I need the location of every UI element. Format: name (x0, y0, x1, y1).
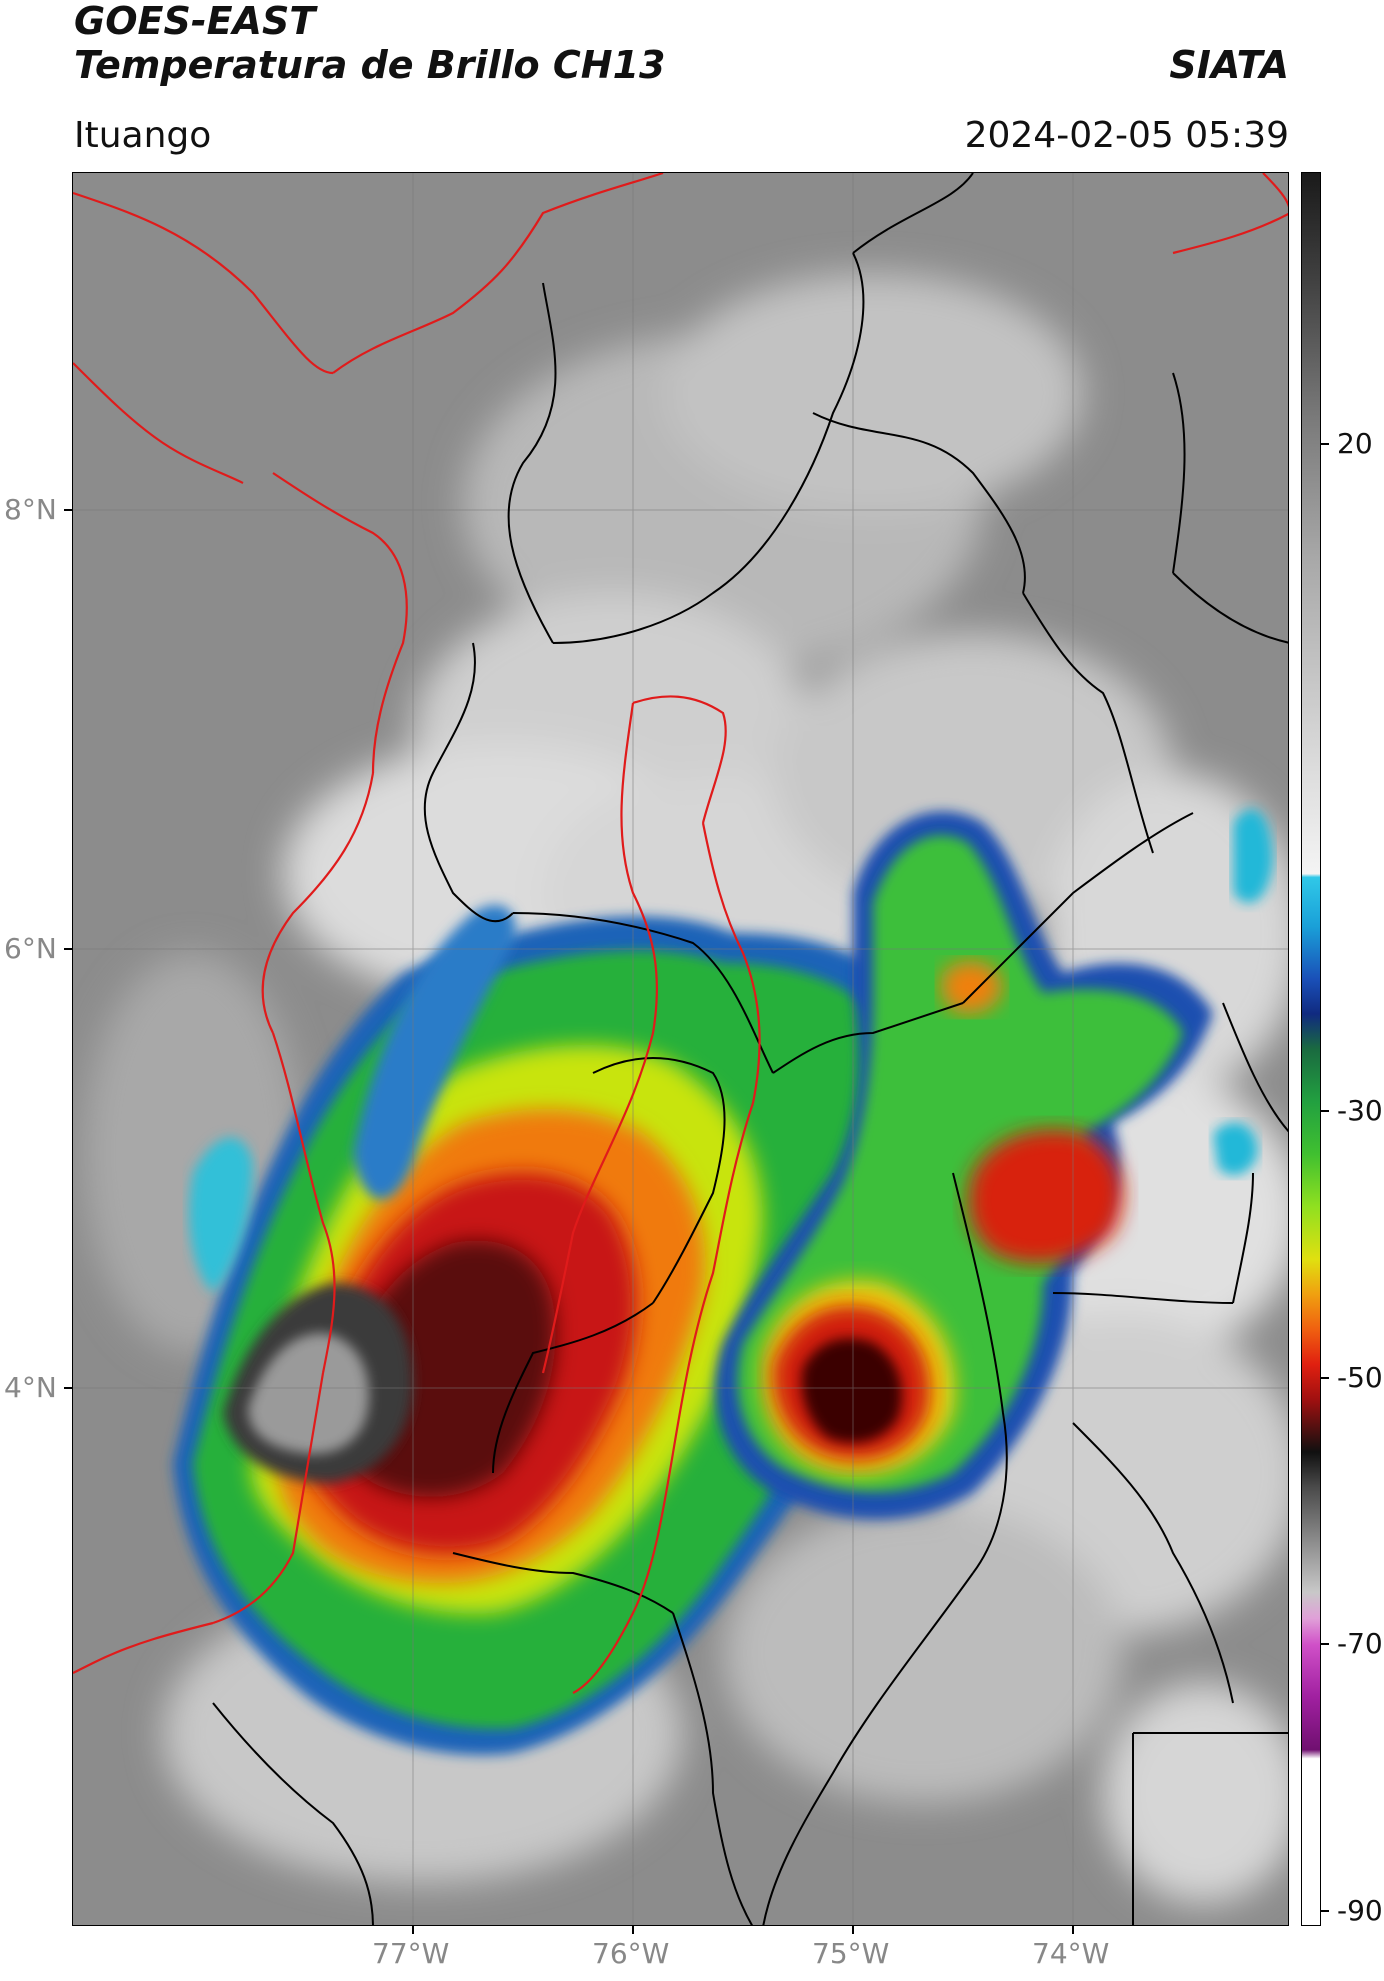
lat-tick-8N (64, 509, 72, 511)
colorbar-label-minus30: -30 (1337, 1094, 1383, 1127)
lat-tick-4N (64, 1387, 72, 1389)
colorbar-tick-minus90 (1321, 1910, 1329, 1912)
location-label: Ituango (74, 115, 212, 156)
lon-label-74W: 74°W (1032, 1937, 1110, 1970)
lat-tick-6N (64, 948, 72, 950)
lon-label-76W: 76°W (592, 1937, 670, 1970)
satellite-map[interactable] (72, 172, 1289, 1926)
lat-label-8N: 8°N (4, 493, 57, 526)
map-title-line1: GOES-EAST (74, 0, 316, 43)
lat-label-6N: 6°N (4, 932, 57, 965)
lat-label-4N: 4°N (4, 1371, 57, 1404)
colorbar-tick-minus70 (1321, 1643, 1329, 1645)
lon-tick-77W (412, 1926, 414, 1934)
department-borders (212, 173, 1288, 1925)
lon-tick-75W (852, 1926, 854, 1934)
lon-label-75W: 75°W (812, 1937, 890, 1970)
colorbar-tick-minus50 (1321, 1377, 1329, 1379)
lon-tick-74W (1072, 1926, 1074, 1934)
map-canvas (73, 173, 1288, 1925)
storm-west-band (189, 808, 1273, 1293)
map-title-line2: Temperatura de Brillo CH13 (74, 43, 666, 87)
brand-label: SIATA (1169, 43, 1289, 87)
lon-label-77W: 77°W (372, 1937, 450, 1970)
temperature-colorbar (1301, 172, 1321, 1926)
colorbar-label-minus90: -90 (1337, 1894, 1383, 1927)
graticule (73, 173, 1288, 1925)
storm-east (715, 811, 1213, 1520)
colorbar-label-20: 20 (1337, 427, 1373, 460)
colorbar-label-minus70: -70 (1337, 1627, 1383, 1660)
colorbar-tick-minus30 (1321, 1110, 1329, 1112)
timestamp-label: 2024-02-05 05:39 (964, 115, 1289, 156)
lon-tick-76W (632, 1926, 634, 1934)
colorbar-label-minus50: -50 (1337, 1361, 1383, 1394)
colorbar-tick-20 (1321, 443, 1329, 445)
national-borders (73, 173, 1288, 1694)
